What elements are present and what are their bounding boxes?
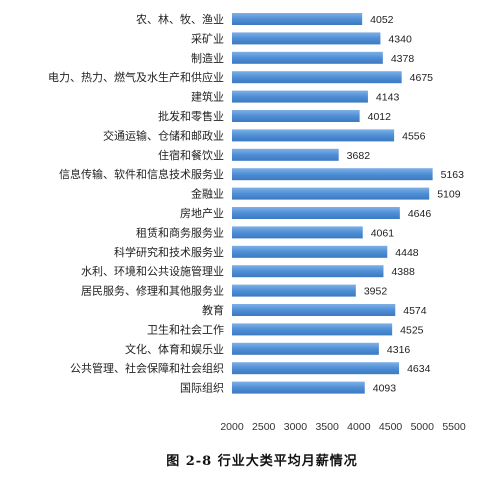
x-tick-label-1: 2500 (252, 421, 276, 433)
x-tick-label-7: 5500 (442, 421, 466, 433)
category-label-17: 文化、体育和娱乐业 (125, 342, 224, 356)
bar-17 (232, 342, 379, 355)
bar-3 (232, 71, 402, 84)
category-label-11: 租赁和商务服务业 (136, 225, 224, 239)
category-label-18: 公共管理、社会保障和社会组织 (70, 361, 224, 375)
bar-12 (232, 245, 388, 258)
category-label-3: 电力、热力、燃气及水生产和供应业 (48, 70, 224, 84)
bars-group (232, 13, 433, 394)
category-label-15: 教育 (202, 303, 224, 317)
bar-8 (232, 168, 433, 181)
x-tick-label-0: 2000 (220, 421, 244, 433)
category-label-5: 批发和零售业 (158, 109, 224, 123)
bar-4 (232, 90, 368, 103)
bar-11 (232, 226, 363, 239)
value-label-19: 4093 (373, 383, 397, 395)
bar-14 (232, 284, 356, 297)
category-labels: 农、林、牧、渔业采矿业制造业电力、热力、燃气及水生产和供应业建筑业批发和零售业交… (48, 12, 224, 395)
bar-15 (232, 304, 396, 316)
category-label-4: 建筑业 (191, 90, 224, 104)
value-label-7: 3682 (347, 150, 371, 162)
category-label-9: 金融业 (191, 187, 224, 201)
bar-18 (232, 362, 400, 375)
bar-1 (232, 32, 381, 45)
x-tick-label-3: 3500 (315, 421, 339, 433)
value-label-10: 4646 (408, 208, 432, 220)
chart-caption: 图 2-8 行业大类平均月薪情况 (166, 453, 358, 469)
bar-10 (232, 207, 400, 219)
bar-16 (232, 323, 393, 336)
value-label-9: 5109 (437, 189, 461, 201)
category-label-2: 制造业 (191, 51, 224, 65)
x-tick-label-6: 5000 (411, 421, 435, 433)
bar-19 (232, 381, 365, 394)
value-label-8: 5163 (441, 169, 465, 181)
category-label-7: 住宿和餐饮业 (158, 148, 224, 162)
value-label-4: 4143 (376, 92, 400, 104)
x-tick-label-2: 3000 (284, 421, 308, 433)
category-label-8: 信息传输、软件和信息技术服务业 (59, 167, 224, 181)
bar-5 (232, 110, 360, 122)
value-label-5: 4012 (368, 111, 392, 123)
category-label-19: 国际组织 (180, 381, 224, 395)
value-label-16: 4525 (400, 324, 424, 336)
value-label-13: 4388 (391, 266, 415, 278)
value-label-1: 4340 (388, 33, 412, 45)
x-axis-ticks: 2000 2500 3000 3500 4000 4500 5000 5500 (220, 421, 466, 433)
x-tick-label-5: 4500 (379, 421, 403, 433)
category-label-13: 水利、环境和公共设施管理业 (81, 264, 224, 278)
category-label-16: 卫生和社会工作 (147, 322, 224, 336)
value-label-2: 4378 (391, 53, 415, 65)
value-label-17: 4316 (387, 344, 411, 356)
bar-0 (232, 13, 363, 25)
category-label-10: 房地产业 (180, 206, 224, 220)
category-label-6: 交通运输、仓储和邮政业 (103, 128, 224, 142)
value-label-6: 4556 (402, 130, 426, 142)
category-label-1: 采矿业 (191, 32, 224, 45)
value-label-12: 4448 (395, 247, 419, 259)
bar-2 (232, 51, 383, 64)
value-label-15: 4574 (403, 305, 427, 317)
category-label-0: 农、林、牧、渔业 (136, 12, 224, 26)
value-label-11: 4061 (371, 227, 395, 239)
x-tick-label-4: 4000 (347, 421, 371, 433)
bar-9 (232, 187, 430, 200)
bar-7 (232, 148, 339, 161)
category-label-14: 居民服务、修理和其他服务业 (81, 284, 224, 298)
value-label-14: 3952 (364, 286, 388, 298)
value-label-3: 4675 (410, 72, 434, 84)
category-label-12: 科学研究和技术服务业 (114, 245, 224, 259)
bar-6 (232, 129, 395, 142)
value-label-18: 4634 (407, 363, 431, 375)
value-label-0: 4052 (370, 14, 394, 26)
bar-13 (232, 265, 384, 278)
value-labels: 4052 4340 4378 4675 4143 4012 4556 3682 5163 5109… (347, 14, 464, 395)
